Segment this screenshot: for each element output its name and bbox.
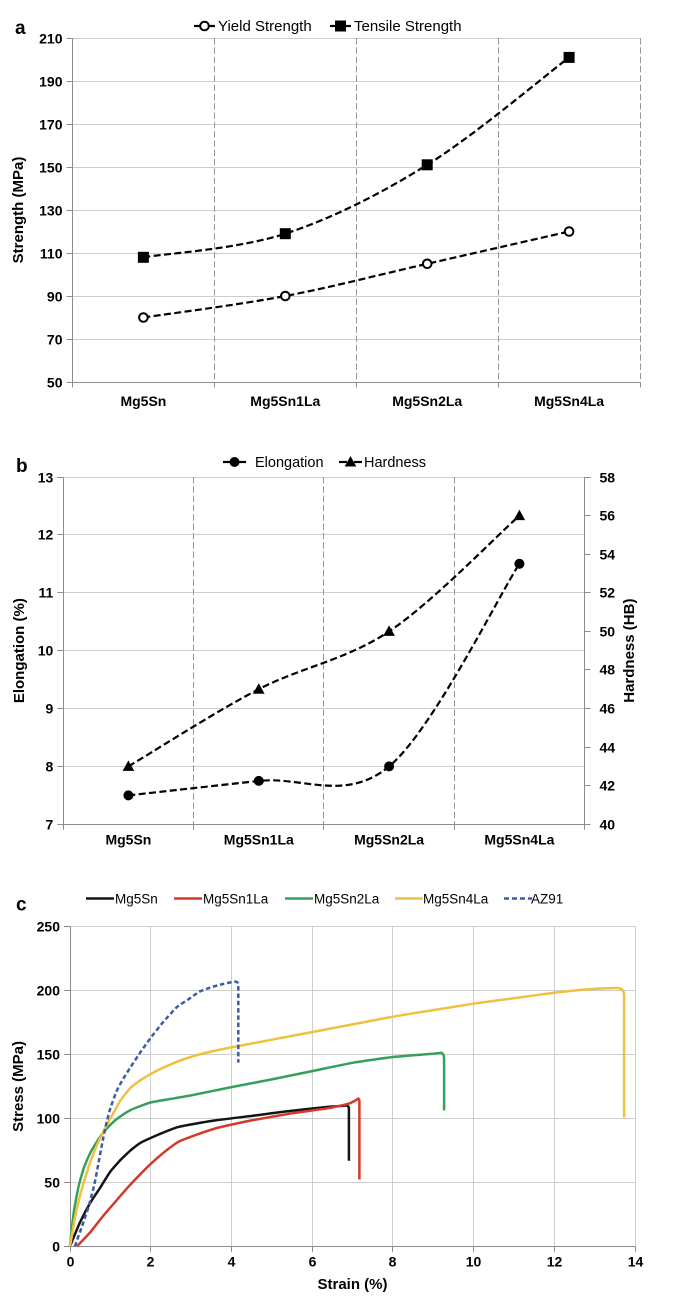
svg-text:a: a [15, 18, 26, 39]
svg-text:Mg5Sn2La: Mg5Sn2La [314, 891, 380, 906]
svg-text:58: 58 [600, 470, 616, 486]
svg-text:56: 56 [600, 508, 616, 524]
svg-text:2: 2 [147, 1253, 155, 1269]
svg-text:110: 110 [40, 246, 63, 262]
svg-text:Strength (MPa): Strength (MPa) [10, 157, 27, 264]
svg-text:Mg5Sn: Mg5Sn [105, 832, 151, 848]
svg-text:8: 8 [46, 759, 54, 775]
svg-text:210: 210 [39, 31, 63, 47]
svg-text:7: 7 [46, 817, 54, 833]
svg-text:52: 52 [600, 585, 616, 601]
svg-text:AZ91: AZ91 [531, 891, 563, 906]
svg-text:Elongation (%): Elongation (%) [11, 598, 28, 703]
svg-text:10: 10 [466, 1253, 482, 1269]
svg-text:6: 6 [309, 1253, 317, 1269]
svg-text:11: 11 [38, 585, 53, 601]
svg-text:Mg5Sn: Mg5Sn [120, 393, 166, 409]
svg-text:10: 10 [38, 643, 54, 659]
svg-text:44: 44 [600, 740, 616, 756]
svg-text:Hardness (HB): Hardness (HB) [621, 599, 638, 703]
svg-text:54: 54 [600, 547, 616, 563]
svg-text:48: 48 [600, 662, 616, 678]
svg-text:12: 12 [38, 527, 54, 543]
svg-text:150: 150 [39, 160, 63, 176]
svg-text:0: 0 [67, 1253, 75, 1269]
svg-text:50: 50 [47, 375, 63, 391]
svg-text:50: 50 [44, 1175, 60, 1191]
svg-text:9: 9 [46, 701, 54, 717]
svg-text:Mg5Sn2La: Mg5Sn2La [392, 393, 462, 409]
svg-text:130: 130 [39, 203, 63, 219]
svg-text:8: 8 [389, 1253, 397, 1269]
svg-text:4: 4 [228, 1253, 236, 1269]
svg-text:250: 250 [37, 919, 61, 935]
svg-text:170: 170 [39, 117, 63, 133]
svg-text:42: 42 [600, 778, 616, 794]
svg-text:Hardness: Hardness [364, 455, 426, 471]
svg-text:150: 150 [37, 1047, 61, 1063]
svg-text:Tensile Strength: Tensile Strength [354, 18, 462, 35]
svg-text:200: 200 [37, 983, 61, 999]
svg-text:Stress (MPa): Stress (MPa) [10, 1041, 27, 1132]
svg-text:Mg5Sn: Mg5Sn [115, 891, 158, 906]
svg-text:46: 46 [600, 701, 616, 717]
svg-text:Mg5Sn1La: Mg5Sn1La [250, 393, 320, 409]
svg-text:13: 13 [38, 470, 54, 486]
svg-text:70: 70 [47, 332, 63, 348]
svg-text:100: 100 [37, 1111, 61, 1127]
svg-text:Mg5Sn1La: Mg5Sn1La [203, 891, 269, 906]
svg-text:190: 190 [39, 74, 63, 90]
svg-text:Elongation: Elongation [255, 455, 324, 471]
svg-text:Yield Strength: Yield Strength [218, 18, 312, 35]
svg-text:90: 90 [47, 289, 63, 305]
svg-text:0: 0 [52, 1239, 60, 1255]
svg-text:c: c [16, 894, 27, 915]
svg-text:b: b [16, 456, 28, 477]
svg-text:12: 12 [547, 1253, 563, 1269]
svg-text:Mg5Sn4La: Mg5Sn4La [534, 393, 604, 409]
svg-text:Mg5Sn4La: Mg5Sn4La [423, 891, 489, 906]
svg-text:Mg5Sn2La: Mg5Sn2La [354, 832, 424, 848]
svg-text:Mg5Sn4La: Mg5Sn4La [484, 832, 554, 848]
svg-text:Strain (%): Strain (%) [317, 1276, 387, 1293]
svg-text:50: 50 [600, 624, 616, 640]
svg-text:40: 40 [600, 817, 616, 833]
svg-text:Mg5Sn1La: Mg5Sn1La [224, 832, 294, 848]
svg-text:14: 14 [628, 1253, 644, 1269]
